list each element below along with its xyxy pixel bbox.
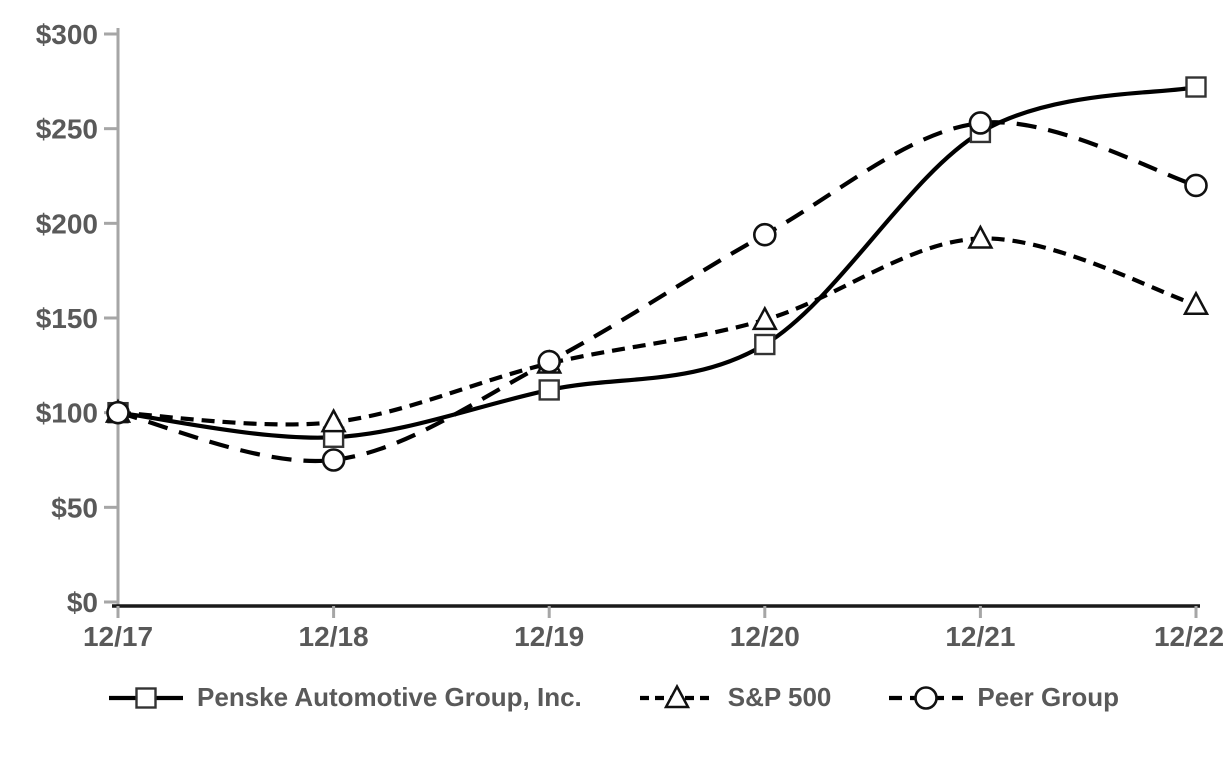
series-line-penske-automotive-group-inc: [117, 84, 1197, 440]
data-point-marker-circle-peer-group: [321, 448, 346, 472]
x-axis-tick-label: 12/19: [514, 621, 584, 652]
legend-item-s-p-500: S&P 500: [638, 682, 832, 713]
y-axis-tick-label: $300: [36, 19, 98, 50]
data-point-marker-circle-peer-group: [968, 111, 993, 135]
data-point-marker-square-penske-automotive-group-inc: [135, 686, 157, 709]
series-line-peer-group: [117, 120, 1197, 464]
data-point-marker-triangle-s-p-500: [967, 224, 994, 249]
series-line-s-p-500: [117, 236, 1197, 427]
legend-label-peer-group: Peer Group: [977, 682, 1119, 712]
data-point-marker-square-penske-automotive-group-inc: [754, 333, 776, 356]
legend-item-peer-group: Peer Group: [887, 682, 1119, 713]
x-axis-tick-label: 12/20: [730, 621, 800, 652]
data-point-marker-triangle-s-p-500: [751, 305, 778, 331]
legend-label-penske-automotive-group-inc: Penske Automotive Group, Inc.: [197, 682, 582, 712]
data-point-marker-triangle-s-p-500: [1182, 290, 1210, 315]
data-point-marker-circle-peer-group: [1184, 173, 1208, 198]
x-axis-tick-label: 12/22: [1154, 621, 1224, 652]
plot-area: $0 $50 $100 $150 $200 $250 $300 12/17 12/18 12/19…: [36, 19, 1224, 652]
legend-label-s-p-500: S&P 500: [727, 682, 832, 712]
series-s-p-500: [104, 224, 1210, 433]
y-axis-tick-label: $150: [36, 303, 98, 334]
chart-legend: Penske Automotive Group, Inc. S&P 500 Peer…: [0, 682, 1226, 713]
x-axis-tick-label: 12/17: [83, 621, 153, 652]
y-axis-tick-label: $50: [51, 492, 98, 523]
data-point-marker-square-penske-automotive-group-inc: [538, 379, 560, 401]
data-point-marker-triangle-s-p-500: [320, 407, 347, 433]
y-axis-tick-label: $250: [36, 114, 98, 145]
data-point-marker-circle-peer-group: [914, 685, 939, 710]
legend-swatch-penske-automotive-group-inc: [109, 686, 184, 709]
data-point-marker-circle-peer-group: [106, 400, 130, 425]
data-point-marker-square-penske-automotive-group-inc: [1185, 76, 1207, 98]
data-point-marker-circle-peer-group: [752, 222, 777, 247]
series-penske-automotive-group-inc: [107, 76, 1207, 448]
x-axis-tick-label: 12/21: [945, 621, 1015, 652]
data-point-marker-triangle-s-p-500: [663, 683, 690, 708]
data-point-marker-circle-peer-group: [537, 349, 562, 374]
y-axis-tick-label: $0: [67, 587, 98, 618]
legend-item-penske-automotive-group-inc: Penske Automotive Group, Inc.: [107, 682, 582, 713]
legend-swatch-peer-group: [889, 685, 964, 710]
series-peer-group: [106, 111, 1208, 472]
legend-swatch-s-p-500: [639, 683, 714, 708]
y-axis-tick-label: $200: [36, 208, 98, 239]
y-axis-tick-label: $100: [36, 398, 98, 429]
x-axis-tick-label: 12/18: [299, 621, 369, 652]
